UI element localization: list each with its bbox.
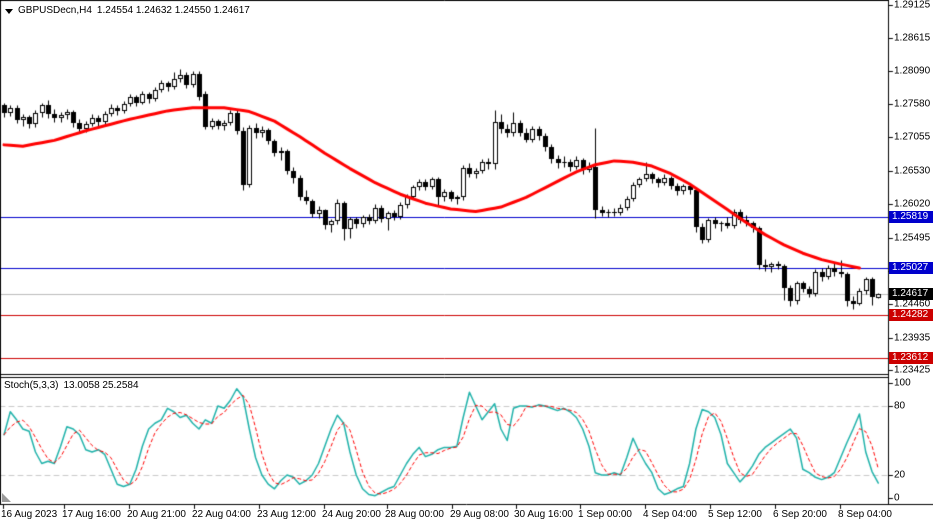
stoch-axis-tick: 20 — [894, 469, 906, 481]
time-axis-label: 4 Sep 04:00 — [643, 509, 697, 520]
time-axis-label: 30 Aug 16:00 — [514, 509, 573, 520]
symbol-period-label: GBPUSDecn,H4 — [18, 5, 92, 16]
time-axis-label: 5 Sep 12:00 — [708, 509, 762, 520]
time-axis-label: 1 Sep 00:00 — [578, 509, 632, 520]
price-level-badge: 1.24617 — [889, 288, 933, 300]
time-axis-label: 22 Aug 04:00 — [192, 509, 251, 520]
time-axis-label: 29 Aug 08:00 — [450, 509, 509, 520]
stoch-axis-tick: 0 — [894, 492, 900, 504]
price-level-badge: 1.24282 — [889, 309, 933, 321]
price-axis-tick: 1.28090 — [894, 65, 931, 77]
price-axis-tick: 1.27055 — [894, 131, 931, 143]
time-axis-label: 20 Aug 21:00 — [127, 509, 186, 520]
price-axis-tick: 1.23425 — [894, 364, 931, 376]
pane-resize-grip[interactable] — [2, 493, 11, 502]
time-axis-label: 6 Sep 20:00 — [773, 509, 827, 520]
time-axis-label: 24 Aug 20:00 — [322, 509, 381, 520]
title-ohlc-values: 1.24554 1.24632 1.24550 1.24617 — [96, 5, 250, 16]
time-axis-label: 16 Aug 2023 — [1, 509, 58, 520]
time-axis-label: 23 Aug 12:00 — [257, 509, 316, 520]
price-axis-tick: 1.23935 — [894, 332, 931, 344]
price-axis-tick: 1.29125 — [894, 0, 931, 11]
price-level-badge: 1.23612 — [889, 352, 933, 364]
price-axis-tick: 1.26020 — [894, 198, 931, 210]
price-level-badge: 1.25819 — [889, 211, 933, 223]
stochastic-name: Stoch(5,3,3) — [4, 380, 59, 391]
price-axis-tick: 1.28615 — [894, 32, 931, 44]
time-axis-label: 17 Aug 16:00 — [62, 509, 121, 520]
chart-title: GBPUSDecn,H4 1.24554 1.24632 1.24550 1.2… — [5, 5, 250, 16]
stoch-axis-tick: 80 — [894, 400, 906, 412]
symbol-dropdown-icon[interactable] — [5, 8, 13, 14]
price-axis-tick: 1.26530 — [894, 165, 931, 177]
time-axis-label: 28 Aug 00:00 — [385, 509, 444, 520]
price-level-badge: 1.25027 — [889, 262, 933, 274]
stochastic-label: Stoch(5,3,3) 13.0058 25.2584 — [4, 380, 139, 391]
time-axis-label: 8 Sep 04:00 — [838, 509, 892, 520]
price-axis-tick: 1.24460 — [894, 298, 931, 310]
price-axis-tick: 1.25495 — [894, 232, 931, 244]
stoch-axis-tick: 100 — [894, 377, 911, 389]
stochastic-values: 13.0058 25.2584 — [63, 380, 139, 391]
price-axis-tick: 1.27580 — [894, 98, 931, 110]
